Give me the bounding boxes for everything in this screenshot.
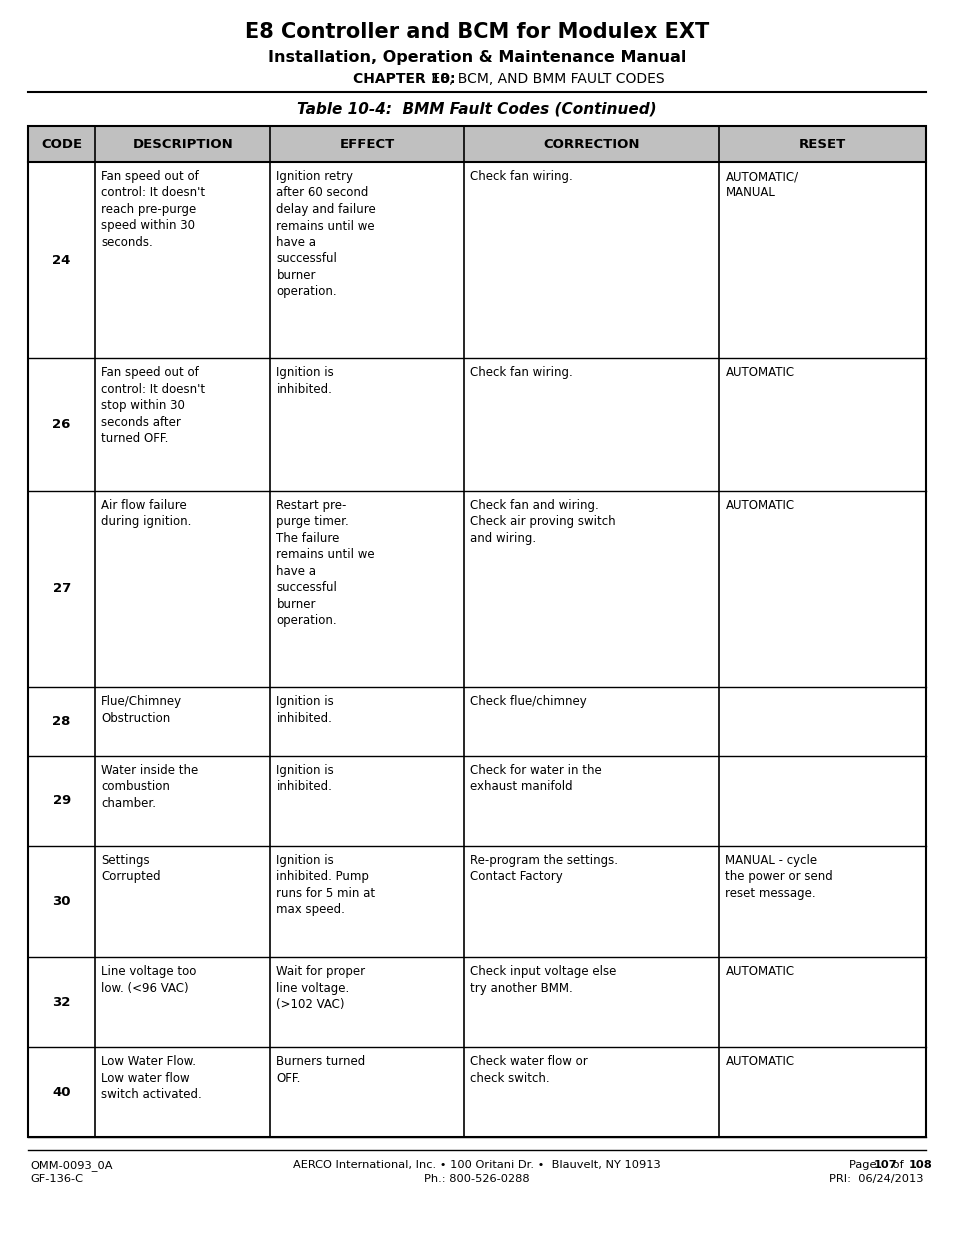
Text: Ignition is
inhibited.: Ignition is inhibited. [276, 695, 334, 725]
Text: Fan speed out of
control: It doesn't
reach pre-purge
speed within 30
seconds.: Fan speed out of control: It doesn't rea… [101, 170, 205, 249]
Text: Low Water Flow.
Low water flow
switch activated.: Low Water Flow. Low water flow switch ac… [101, 1055, 202, 1102]
Text: 107: 107 [873, 1160, 897, 1170]
Text: Check fan wiring.: Check fan wiring. [469, 170, 572, 183]
Text: 108: 108 [908, 1160, 932, 1170]
Text: RESET: RESET [799, 137, 845, 151]
Text: AERCO International, Inc. • 100 Oritani Dr. •  Blauvelt, NY 10913: AERCO International, Inc. • 100 Oritani … [293, 1160, 660, 1170]
Text: Ignition is
inhibited. Pump
runs for 5 min at
max speed.: Ignition is inhibited. Pump runs for 5 m… [276, 853, 375, 916]
Text: 32: 32 [52, 995, 71, 1009]
Text: AUTOMATIC: AUTOMATIC [724, 1055, 794, 1068]
Text: Wait for proper
line voltage.
(>102 VAC): Wait for proper line voltage. (>102 VAC) [276, 965, 365, 1011]
Text: Check flue/chimney: Check flue/chimney [469, 695, 586, 708]
Bar [28, 126, 925, 162]
Text: AUTOMATIC/
MANUAL: AUTOMATIC/ MANUAL [724, 170, 798, 200]
Text: DESCRIPTION: DESCRIPTION [132, 137, 233, 151]
Text: Check fan and wiring.
Check air proving switch
and wiring.: Check fan and wiring. Check air proving … [469, 499, 615, 545]
Text: Flue/Chimney
Obstruction: Flue/Chimney Obstruction [101, 695, 182, 725]
Text: Page: Page [848, 1160, 880, 1170]
Text: Settings
Corrupted: Settings Corrupted [101, 853, 161, 883]
Text: Restart pre-
purge timer.
The failure
remains until we
have a
successful
burner
: Restart pre- purge timer. The failure re… [276, 499, 375, 627]
Text: Check water flow or
check switch.: Check water flow or check switch. [469, 1055, 587, 1084]
Text: AUTOMATIC: AUTOMATIC [724, 499, 794, 511]
Text: Check for water in the
exhaust manifold: Check for water in the exhaust manifold [469, 763, 600, 793]
Text: AUTOMATIC: AUTOMATIC [724, 965, 794, 978]
Text: Air flow failure
during ignition.: Air flow failure during ignition. [101, 499, 192, 529]
Text: 27: 27 [52, 583, 71, 595]
Text: Fan speed out of
control: It doesn't
stop within 30
seconds after
turned OFF.: Fan speed out of control: It doesn't sto… [101, 367, 205, 446]
Text: Table 10-4:  BMM Fault Codes (Continued): Table 10-4: BMM Fault Codes (Continued) [297, 103, 656, 117]
Bar [28, 126, 925, 1137]
Text: Check fan wiring.: Check fan wiring. [469, 367, 572, 379]
Text: CHAPTER 10:: CHAPTER 10: [353, 72, 455, 86]
Text: CODE: CODE [41, 137, 82, 151]
Text: GF-136-C: GF-136-C [30, 1174, 83, 1184]
Text: PRI:  06/24/2013: PRI: 06/24/2013 [828, 1174, 923, 1184]
Text: Ignition is
inhibited.: Ignition is inhibited. [276, 763, 334, 793]
Text: Check input voltage else
try another BMM.: Check input voltage else try another BMM… [469, 965, 616, 994]
Text: 30: 30 [52, 895, 71, 908]
Text: AUTOMATIC: AUTOMATIC [724, 367, 794, 379]
Text: Ignition retry
after 60 second
delay and failure
remains until we
have a
success: Ignition retry after 60 second delay and… [276, 170, 375, 299]
Text: OMM-0093_0A: OMM-0093_0A [30, 1160, 112, 1171]
Text: 29: 29 [52, 794, 71, 808]
Text: 24: 24 [52, 253, 71, 267]
Text: Re-program the settings.
Contact Factory: Re-program the settings. Contact Factory [469, 853, 617, 883]
Text: Ph.: 800-526-0288: Ph.: 800-526-0288 [424, 1174, 529, 1184]
Text: MANUAL - cycle
the power or send
reset message.: MANUAL - cycle the power or send reset m… [724, 853, 832, 900]
Text: CORRECTION: CORRECTION [542, 137, 639, 151]
Text: EFFECT: EFFECT [339, 137, 395, 151]
Text: Ignition is
inhibited.: Ignition is inhibited. [276, 367, 334, 395]
Text: Water inside the
combustion
chamber.: Water inside the combustion chamber. [101, 763, 198, 810]
Text: 28: 28 [52, 715, 71, 727]
Text: Burners turned
OFF.: Burners turned OFF. [276, 1055, 365, 1084]
Text: of: of [888, 1160, 906, 1170]
Text: Installation, Operation & Maintenance Manual: Installation, Operation & Maintenance Ma… [268, 49, 685, 65]
Text: 26: 26 [52, 419, 71, 431]
Text: E8, BCM, AND BMM FAULT CODES: E8, BCM, AND BMM FAULT CODES [427, 72, 664, 86]
Text: Line voltage too
low. (<96 VAC): Line voltage too low. (<96 VAC) [101, 965, 196, 994]
Text: 40: 40 [52, 1086, 71, 1098]
Text: E8 Controller and BCM for Modulex EXT: E8 Controller and BCM for Modulex EXT [245, 22, 708, 42]
